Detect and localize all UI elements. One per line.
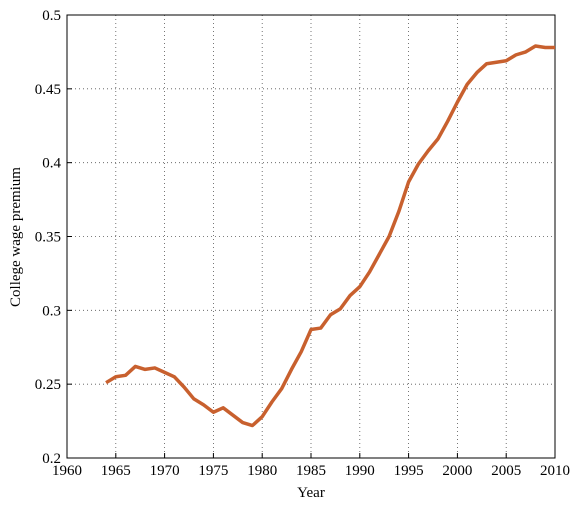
- y-tick-label: 0.5: [42, 8, 61, 24]
- y-tick-label: 0.35: [35, 230, 61, 246]
- x-tick-label: 1990: [345, 463, 375, 479]
- x-tick-label: 1985: [296, 463, 326, 479]
- x-tick-label: 1995: [394, 463, 424, 479]
- y-tick-label: 0.3: [42, 303, 61, 319]
- x-tick-label: 1980: [247, 463, 277, 479]
- x-tick-label: 2000: [442, 463, 472, 479]
- y-tick-label: 0.25: [35, 377, 61, 393]
- x-tick-label: 2010: [540, 463, 570, 479]
- x-tick-label: 1970: [150, 463, 180, 479]
- x-axis-label: Year: [297, 485, 325, 501]
- line-series: [105, 44, 555, 428]
- x-tick-label: 2005: [491, 463, 521, 479]
- y-tick-label: 0.4: [42, 156, 61, 172]
- plot-frame: [66, 14, 556, 459]
- y-tick-label: 0.45: [35, 82, 61, 98]
- x-tick-label: 1975: [198, 463, 228, 479]
- y-axis-label: College wage premium: [8, 167, 24, 307]
- y-tick-label: 0.2: [42, 451, 61, 467]
- x-tick-label: 1960: [52, 463, 82, 479]
- x-tick-label: 1965: [101, 463, 131, 479]
